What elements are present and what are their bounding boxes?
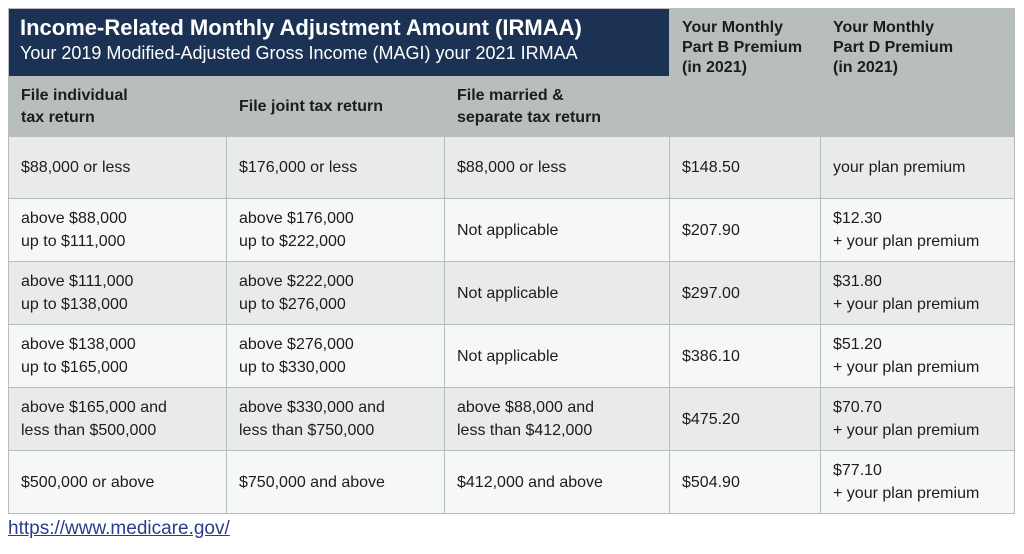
cell-individual: above $111,000 up to $138,000 bbox=[8, 261, 227, 325]
cell-part-d: $51.20 + your plan premium bbox=[820, 324, 1015, 388]
cell-joint: $750,000 and above bbox=[226, 450, 445, 514]
cell-separate: $412,000 and above bbox=[444, 450, 670, 514]
header-file-separate: File married & separate tax return bbox=[444, 76, 670, 137]
table-row: above $88,000 up to $111,000 above $176,… bbox=[8, 198, 1015, 262]
table-subtitle: Your 2019 Modified-Adjusted Gross Income… bbox=[20, 43, 578, 63]
cell-joint: above $222,000 up to $276,000 bbox=[226, 261, 445, 325]
cell-part-b: $148.50 bbox=[669, 136, 821, 199]
cell-joint: $176,000 or less bbox=[226, 136, 445, 199]
cell-joint: above $276,000 up to $330,000 bbox=[226, 324, 445, 388]
cell-part-d: $70.70 + your plan premium bbox=[820, 387, 1015, 451]
cell-part-b: $386.10 bbox=[669, 324, 821, 388]
cell-separate: Not applicable bbox=[444, 198, 670, 262]
cell-individual: $88,000 or less bbox=[8, 136, 227, 199]
header-part-d-premium: Your Monthly Part D Premium (in 2021) bbox=[820, 8, 1015, 137]
cell-separate: above $88,000 and less than $412,000 bbox=[444, 387, 670, 451]
cell-part-b: $504.90 bbox=[669, 450, 821, 514]
cell-part-d: your plan premium bbox=[820, 136, 1015, 199]
cell-individual: above $165,000 and less than $500,000 bbox=[8, 387, 227, 451]
cell-individual: $500,000 or above bbox=[8, 450, 227, 514]
table-row: above $165,000 and less than $500,000 ab… bbox=[8, 387, 1015, 451]
table-row: $88,000 or less $176,000 or less $88,000… bbox=[8, 136, 1015, 199]
cell-joint: above $330,000 and less than $750,000 bbox=[226, 387, 445, 451]
source-link[interactable]: https://www.medicare.gov/ bbox=[8, 518, 230, 539]
irmaa-table-container: Income-Related Monthly Adjustment Amount… bbox=[8, 8, 1015, 514]
table-row: above $138,000 up to $165,000 above $276… bbox=[8, 324, 1015, 388]
cell-part-d: $31.80 + your plan premium bbox=[820, 261, 1015, 325]
header-file-individual: File individual tax return bbox=[8, 76, 227, 137]
cell-separate: Not applicable bbox=[444, 324, 670, 388]
cell-part-d: $77.10 + your plan premium bbox=[820, 450, 1015, 514]
cell-part-b: $475.20 bbox=[669, 387, 821, 451]
table-row: above $111,000 up to $138,000 above $222… bbox=[8, 261, 1015, 325]
header-part-b-premium: Your Monthly Part B Premium (in 2021) bbox=[669, 8, 821, 137]
cell-individual: above $88,000 up to $111,000 bbox=[8, 198, 227, 262]
cell-individual: above $138,000 up to $165,000 bbox=[8, 324, 227, 388]
header-file-joint: File joint tax return bbox=[226, 76, 445, 137]
table-title-cell: Income-Related Monthly Adjustment Amount… bbox=[8, 8, 670, 77]
cell-separate: Not applicable bbox=[444, 261, 670, 325]
table-row: $500,000 or above $750,000 and above $41… bbox=[8, 450, 1015, 514]
irmaa-table: Income-Related Monthly Adjustment Amount… bbox=[8, 8, 1015, 514]
table-title: Income-Related Monthly Adjustment Amount… bbox=[20, 15, 582, 40]
cell-part-b: $207.90 bbox=[669, 198, 821, 262]
cell-part-d: $12.30 + your plan premium bbox=[820, 198, 1015, 262]
cell-separate: $88,000 or less bbox=[444, 136, 670, 199]
cell-joint: above $176,000 up to $222,000 bbox=[226, 198, 445, 262]
cell-part-b: $297.00 bbox=[669, 261, 821, 325]
